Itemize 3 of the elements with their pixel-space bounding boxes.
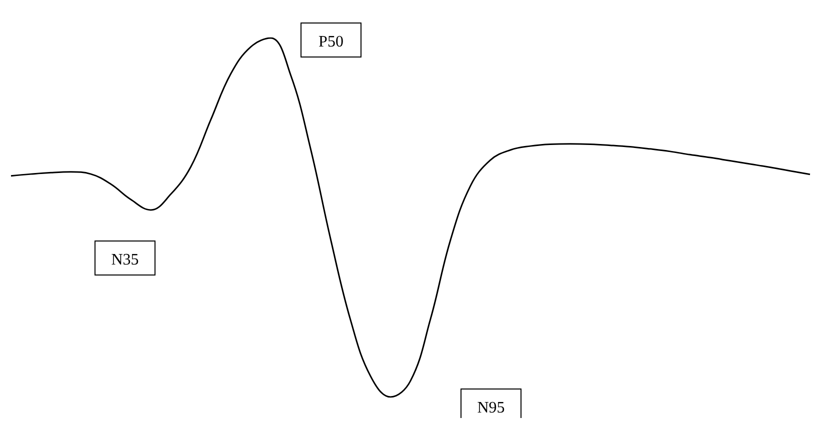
annotation: N35 [111, 252, 139, 268]
text: N95 [477, 400, 505, 416]
annotation: P50 [318, 34, 344, 50]
